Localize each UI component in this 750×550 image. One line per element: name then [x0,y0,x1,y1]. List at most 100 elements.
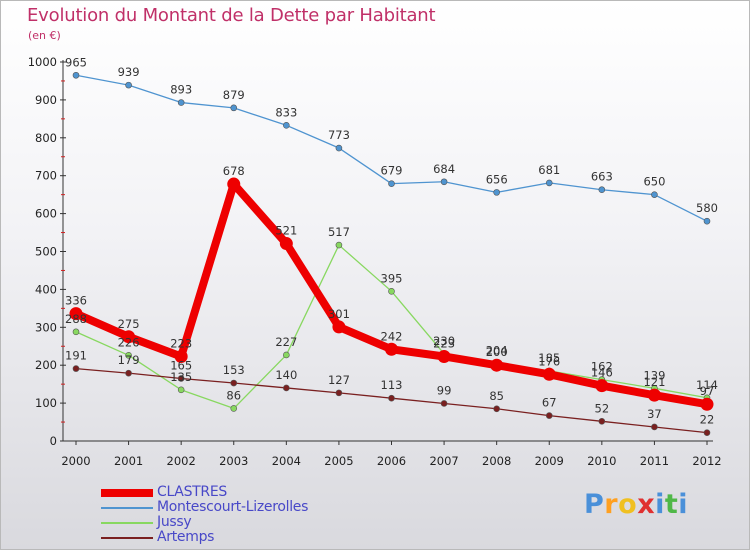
data-label-jussy: 226 [118,335,140,349]
data-label-jussy: 204 [486,344,508,358]
data-label-clastres: 146 [591,366,613,380]
data-point-clastres [385,342,398,356]
data-point-jussy [72,328,80,336]
data-label-clastres: 242 [381,329,403,343]
x-tick-label: 2011 [640,454,669,468]
data-point-artemps [177,375,185,382]
data-point-artemps [440,400,448,407]
data-point-clastres [122,330,136,344]
data-label-clastres: 200 [486,345,508,359]
data-point-jussy [388,287,395,295]
data-point-artemps [230,379,238,387]
y-tick-label: 600 [35,207,57,221]
data-label-artemps: 191 [65,349,87,363]
y-tick-label: 100 [35,396,57,410]
y-tick-label: 200 [35,358,57,372]
data-point-artemps [545,412,553,419]
x-tick-label: 2001 [114,454,143,468]
data-point-artemps [493,405,500,413]
data-label-jussy: 135 [170,370,192,384]
data-point-artemps [703,429,711,436]
data-point-clastres [542,367,556,381]
data-point-montescourt-lizerolles [440,178,448,186]
chart-title: Evolution du Montant de la Dette par Hab… [27,5,436,26]
x-tick-label: 2000 [61,454,90,468]
data-label-montescourt-lizerolles: 879 [223,88,245,102]
data-label-artemps: 67 [542,396,557,410]
data-point-montescourt-lizerolles [125,81,132,89]
data-label-artemps: 165 [170,358,192,372]
data-label-jussy: 162 [591,360,613,374]
data-label-jussy: 288 [65,312,87,326]
data-point-artemps [72,365,80,372]
data-point-artemps [388,394,395,402]
data-label-jussy: 230 [433,334,455,348]
data-label-clastres: 678 [223,164,245,178]
data-label-montescourt-lizerolles: 684 [433,162,455,176]
data-label-artemps: 37 [647,407,662,421]
data-label-jussy: 86 [226,388,241,402]
y-tick-label: 800 [35,131,57,145]
data-label-montescourt-lizerolles: 679 [381,164,403,178]
y-tick-label: 1000 [28,55,57,69]
data-label-clastres: 521 [275,224,297,238]
data-label-clastres: 336 [65,294,87,308]
y-tick-label: 300 [35,320,57,334]
x-tick-label: 2004 [272,454,301,468]
legend-swatch [101,489,153,497]
data-label-montescourt-lizerolles: 580 [696,201,718,215]
y-tick-label: 400 [35,282,57,296]
data-label-clastres: 275 [118,317,140,331]
data-label-montescourt-lizerolles: 893 [170,83,192,97]
data-point-clastres [490,358,504,372]
x-tick-label: 2009 [535,454,564,468]
data-labels: 336 275 223 678 521 301 242 223 200 176 146 121 97 96… [65,55,718,426]
data-point-jussy [230,405,238,412]
chart-subtitle: (en €) [28,29,61,42]
x-tick-label: 2007 [429,454,458,468]
y-tick-label: 700 [35,169,57,183]
legend-swatch [101,537,153,539]
data-label-montescourt-lizerolles: 650 [643,175,665,189]
data-label-montescourt-lizerolles: 663 [591,170,613,184]
data-point-montescourt-lizerolles [72,71,80,79]
legend-swatch [101,507,153,509]
data-label-artemps: 153 [223,363,245,377]
data-point-jussy [125,352,132,359]
data-point-clastres [69,307,83,321]
series-lines [69,71,714,436]
data-point-montescourt-lizerolles [388,180,395,187]
data-point-montescourt-lizerolles [177,99,185,106]
data-label-jussy: 185 [538,351,560,365]
data-label-artemps: 140 [275,368,297,382]
data-label-artemps: 99 [437,383,452,397]
data-point-clastres [595,379,609,393]
data-point-clastres [332,320,346,334]
data-label-montescourt-lizerolles: 656 [486,172,508,186]
legend-label: Jussy [157,514,192,530]
data-point-artemps [598,417,606,425]
x-tick-label: 2008 [482,454,511,468]
series-line-montescourt-lizerolles [75,74,708,222]
data-point-montescourt-lizerolles [598,186,606,194]
data-point-montescourt-lizerolles [545,179,553,187]
legend-label: Montescourt-Lizerolles [157,499,309,515]
x-tick-label: 2010 [587,454,616,468]
data-label-clastres: 223 [433,336,455,350]
legend-swatch [101,522,153,524]
data-point-montescourt-lizerolles [651,191,658,198]
data-point-jussy [335,241,343,249]
data-label-jussy: 114 [696,378,718,392]
x-tick-label: 2006 [377,454,406,468]
data-point-jussy [283,351,290,359]
proxiti-logo: Proxiti [584,489,689,520]
data-label-clastres: 176 [538,354,560,368]
data-point-artemps [651,423,658,431]
data-label-artemps: 52 [595,401,610,415]
data-point-montescourt-lizerolles [703,217,711,225]
y-tick-label: 500 [35,245,57,259]
data-point-jussy [177,386,185,394]
data-point-clastres [279,237,293,251]
